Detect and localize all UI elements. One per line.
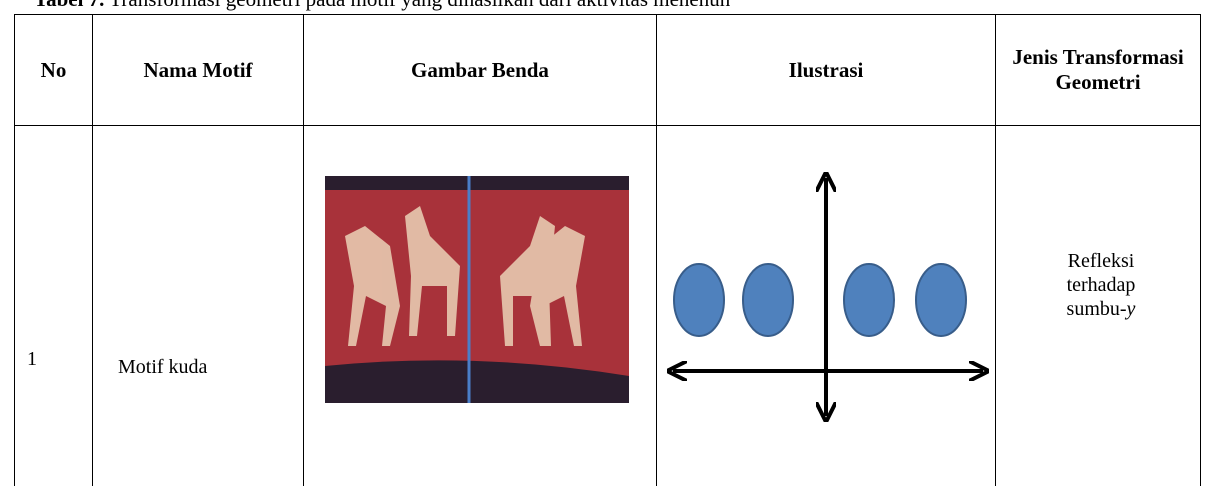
transform-text: Refleksi terhadap sumbu- [1067,250,1136,320]
caption-text: Transformasi geometri pada motif yang di… [109,0,730,11]
fabric-photo [325,176,629,403]
row-number: 1 [27,348,37,371]
cell: Refleksi terhadap sumbu-y [996,126,1201,486]
header-cell: Ilustrasi [657,15,996,126]
body-row: 1 Motif kuda Refleksi terhadap sumbu-y [15,126,1201,486]
header-cell: Jenis Transformasi Geometri [996,15,1201,126]
cell [657,126,996,486]
caption: Tabel 7. Transformasi geometri pada moti… [34,0,730,12]
transform-type: Refleksi terhadap sumbu-y [1046,249,1156,321]
header-cell: Nama Motif [93,15,304,126]
illustration [657,166,996,426]
transform-variable: y [1127,298,1136,320]
fabric-band [325,176,629,190]
ovals [674,264,966,336]
caption-label: Tabel 7. [34,0,104,11]
cell: 1 [15,126,93,486]
header-cell: No [15,15,93,126]
header-cell: Gambar Benda [304,15,657,126]
cell: Motif kuda [93,126,304,486]
page: Tabel 7. Transformasi geometri pada moti… [0,0,1215,461]
motif-name: Motif kuda [118,356,207,379]
table: No Nama Motif Gambar Benda Ilustrasi Jen… [14,14,1201,486]
cell [304,126,657,486]
header-row: No Nama Motif Gambar Benda Ilustrasi Jen… [15,15,1201,126]
